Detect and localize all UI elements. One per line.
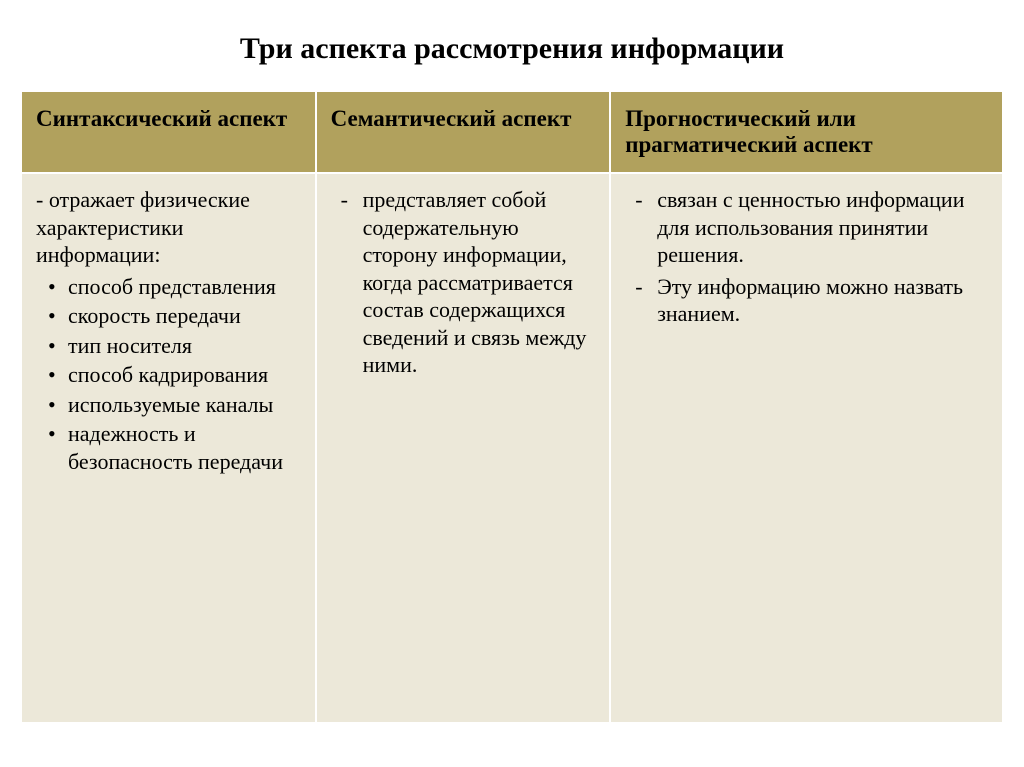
table-header-row: Синтаксический аспект Семантический аспе… — [21, 91, 1003, 173]
list-item: представляет собой содержательную сторон… — [337, 186, 596, 379]
header-pragmatic: Прогностический или прагматический аспек… — [610, 91, 1003, 173]
semantic-items: представляет собой содержательную сторон… — [331, 186, 596, 379]
table-body-row: - отражает физические характеристики инф… — [21, 173, 1003, 723]
body-pragmatic: связан с ценностью информации для исполь… — [610, 173, 1003, 723]
header-syntactic: Синтаксический аспект — [21, 91, 316, 173]
list-item: способ кадрирования — [46, 361, 301, 389]
body-semantic: представляет собой содержательную сторон… — [316, 173, 611, 723]
page-title: Три аспекта рассмотрения информации — [20, 32, 1004, 66]
aspects-table: Синтаксический аспект Семантический аспе… — [20, 90, 1004, 724]
syntactic-bullets: способ представления скорость передачи т… — [36, 273, 301, 476]
list-item: используемые каналы — [46, 391, 301, 419]
list-item: Эту информацию можно назвать знанием. — [631, 273, 988, 328]
list-item: надежность и безопасность передачи — [46, 420, 301, 475]
body-syntactic: - отражает физические характеристики инф… — [21, 173, 316, 723]
header-semantic: Семантический аспект — [316, 91, 611, 173]
list-item: связан с ценностью информации для исполь… — [631, 186, 988, 269]
list-item: способ представления — [46, 273, 301, 301]
syntactic-lead: - отражает физические характеристики инф… — [36, 186, 301, 269]
list-item: тип носителя — [46, 332, 301, 360]
pragmatic-items: связан с ценностью информации для исполь… — [625, 186, 988, 328]
list-item: скорость передачи — [46, 302, 301, 330]
